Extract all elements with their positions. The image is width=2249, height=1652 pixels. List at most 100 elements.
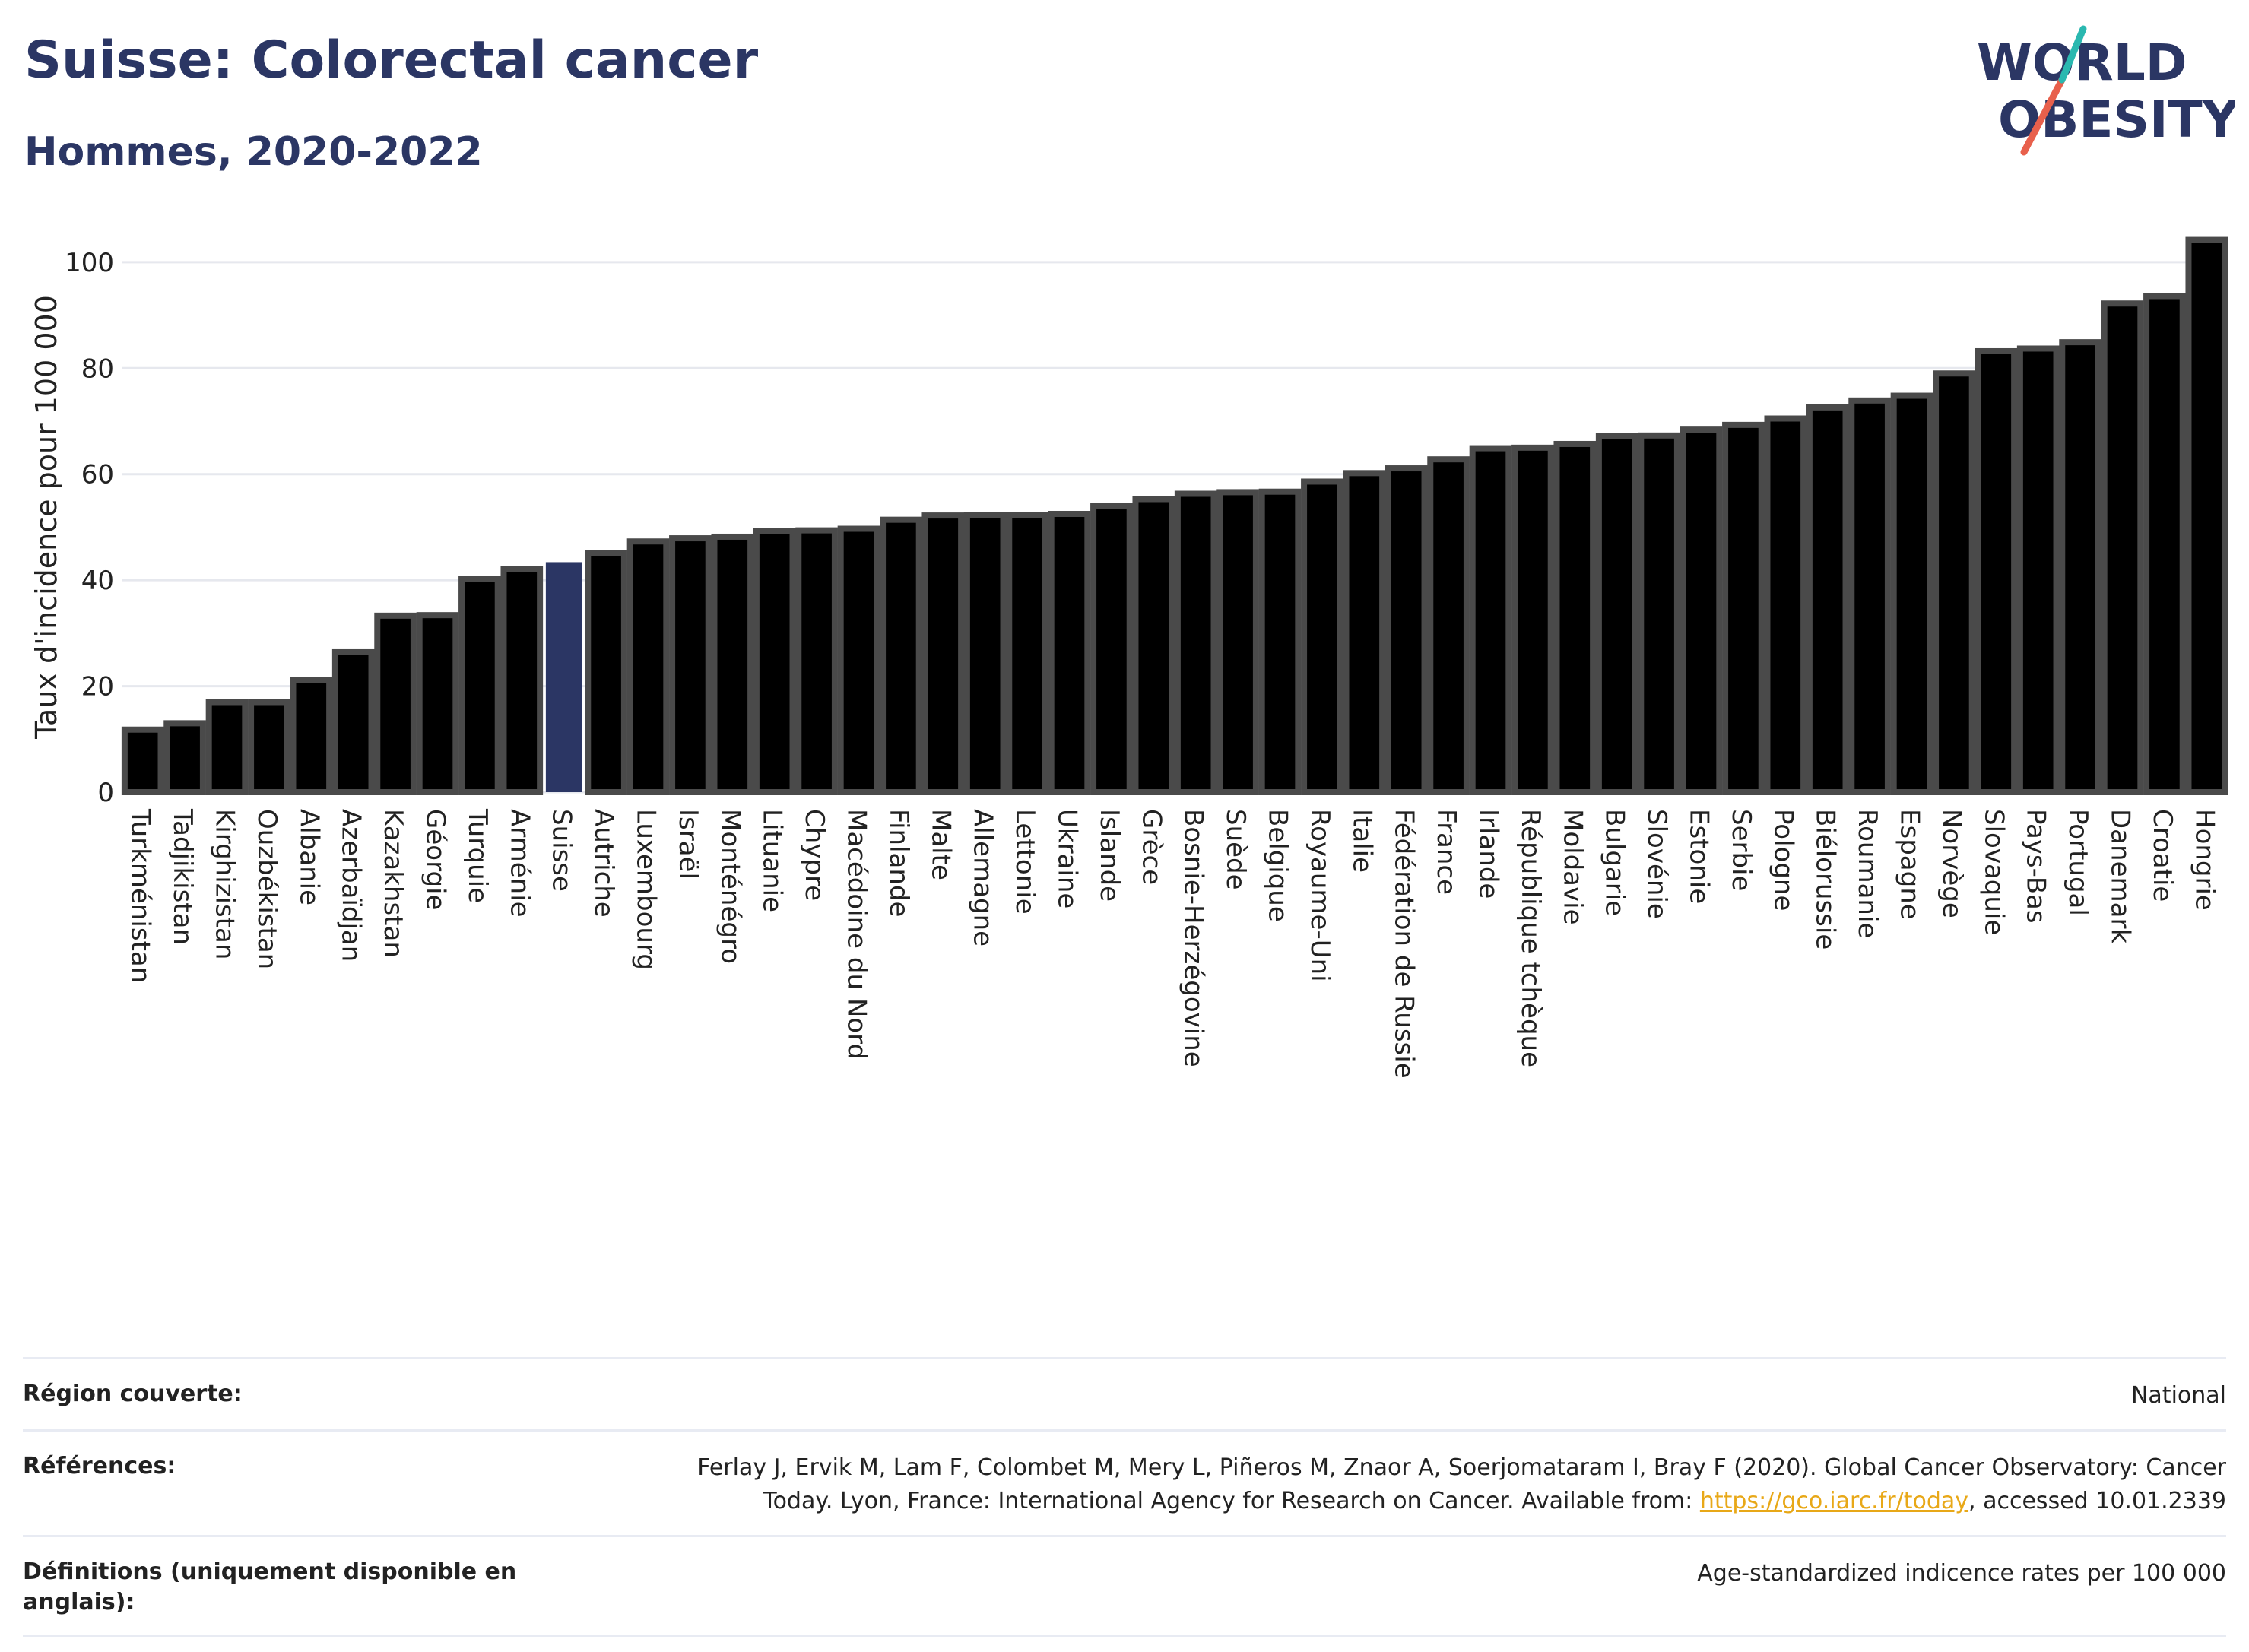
x-tick-label: Kazakhstan (378, 809, 408, 958)
x-tick-label: Norvège (1937, 809, 1967, 918)
bar (1427, 456, 1470, 795)
x-tick-label: Albanie (293, 809, 324, 905)
x-tick-label: Bulgarie (1600, 809, 1630, 916)
bar (248, 699, 290, 795)
x-tick-label: Italie (1347, 809, 1377, 873)
bar (2185, 236, 2228, 795)
bar (331, 648, 375, 795)
bar (1975, 347, 2018, 795)
x-tick-label: Géorgie (420, 809, 451, 910)
bar (1933, 370, 1975, 795)
x-tick-label: Fédération de Russie (1389, 809, 1420, 1079)
bar (1258, 488, 1302, 795)
bar (545, 562, 582, 792)
bar (1174, 490, 1217, 795)
meta-row-region: Région couverte: National (23, 1357, 2226, 1429)
x-tick-label: Azerbaïdjan (336, 809, 366, 962)
bar (921, 512, 965, 795)
x-tick-label: Autriche (588, 809, 619, 918)
x-tick-label: Moldavie (1557, 809, 1588, 925)
y-tick-label: 0 (97, 778, 114, 808)
references-line-2: Today. Lyon, France: International Agenc… (592, 1485, 2226, 1518)
y-tick-label: 80 (81, 354, 114, 384)
bar (753, 528, 796, 796)
x-tick-label: Malte (925, 809, 956, 880)
logo-slash-teal (2058, 25, 2087, 84)
bar (290, 677, 333, 795)
x-tick-label: Croatie (2147, 809, 2178, 902)
chart-subtitle: Hommes, 2020-2022 (24, 129, 483, 175)
bar (1343, 470, 1386, 795)
bar (837, 525, 880, 796)
references-label: Références: (23, 1453, 176, 1479)
y-tick-label: 40 (81, 566, 114, 596)
bar (121, 726, 164, 795)
bar (963, 512, 1007, 795)
bar (458, 576, 501, 796)
x-tick-label: Bosnie-Herzégovine (1178, 809, 1209, 1067)
references-value: Ferlay J, Ervik M, Lam F, Colombet M, Me… (592, 1451, 2226, 1518)
bar (1638, 432, 1680, 796)
x-tick-label: Ouzbékistan (252, 809, 282, 969)
bar (205, 699, 249, 795)
bar (163, 720, 206, 795)
region-label: Région couverte: (23, 1381, 243, 1407)
bar (416, 612, 459, 796)
metadata-table: Région couverte: National Références: Fe… (23, 1357, 2226, 1637)
bar (1680, 426, 1723, 795)
y-tick-label: 20 (81, 672, 114, 702)
x-tick-label: Chypre (799, 809, 829, 901)
x-tick-label: Pays-Bas (2021, 809, 2051, 924)
x-tick-labels: Turkménistan Tadjikistan Kirghizistan Ouzbé… (125, 808, 2220, 1079)
bar (1553, 440, 1597, 796)
chart-title: Suisse: Colorectal cancer (24, 30, 759, 90)
bar (1511, 444, 1554, 795)
y-axis-label: Taux d'incidence pour 100 000 (30, 295, 63, 740)
region-value: National (2130, 1382, 2226, 1409)
x-tick-label: Roumanie (1852, 809, 1883, 938)
x-tick-label: Biélorussie (1810, 809, 1841, 950)
x-tick-label: Macédoine du Nord (842, 809, 872, 1060)
bar (2059, 339, 2101, 795)
bar (795, 527, 838, 796)
bar (2016, 345, 2060, 795)
x-tick-label: Turkménistan (125, 808, 156, 983)
x-tick-label: République tchèque (1515, 809, 1546, 1067)
logo-line-world: WORLD (1977, 33, 2187, 92)
bar (711, 533, 754, 796)
bar (1722, 421, 1765, 795)
references-link[interactable]: https://gco.iarc.fr/today (1699, 1488, 1969, 1514)
x-tick-label: Belgique (1263, 809, 1293, 922)
x-tick-label: Estonie (1684, 809, 1715, 904)
bar (1090, 503, 1133, 795)
bars-layer (121, 236, 2228, 796)
x-tick-label: Lituanie (757, 809, 788, 912)
bar (1006, 512, 1048, 795)
bar (1469, 445, 1512, 795)
meta-row-definitions: Définitions (uniquement disponible en an… (23, 1535, 2226, 1637)
x-tick-label: Slovénie (1642, 809, 1672, 919)
definitions-value: Age-standardized indicence rates per 100… (1697, 1560, 2226, 1587)
x-tick-label: Slovaquie (1978, 809, 2009, 935)
bar (669, 535, 712, 795)
x-tick-label: Lettonie (1010, 809, 1040, 915)
references-line-1: Ferlay J, Ervik M, Lam F, Colombet M, Me… (697, 1454, 2226, 1481)
bar (500, 566, 544, 795)
bar (1764, 415, 1807, 795)
x-tick-label: Arménie (504, 809, 534, 918)
meta-row-references: Références: Ferlay J, Ervik M, Lam F, Co… (23, 1429, 2226, 1535)
x-tick-label: Kirghizistan (210, 809, 240, 959)
bar (374, 612, 417, 796)
y-tick-label: 60 (81, 460, 114, 490)
x-tick-label: Grèce (1136, 809, 1166, 885)
x-tick-label: Suède (1220, 809, 1251, 890)
x-tick-label: Danemark (2105, 809, 2136, 943)
bar (1806, 404, 1849, 795)
bar (1385, 465, 1428, 795)
bar (1216, 489, 1259, 795)
x-tick-label: Espagne (1895, 809, 1925, 920)
x-tick-label: Monténégro (715, 809, 745, 964)
x-tick-label: Portugal (2063, 809, 2093, 916)
references-text-2: Today. Lyon, France: International Agenc… (763, 1488, 1700, 1514)
x-tick-label: Suisse (547, 809, 577, 892)
